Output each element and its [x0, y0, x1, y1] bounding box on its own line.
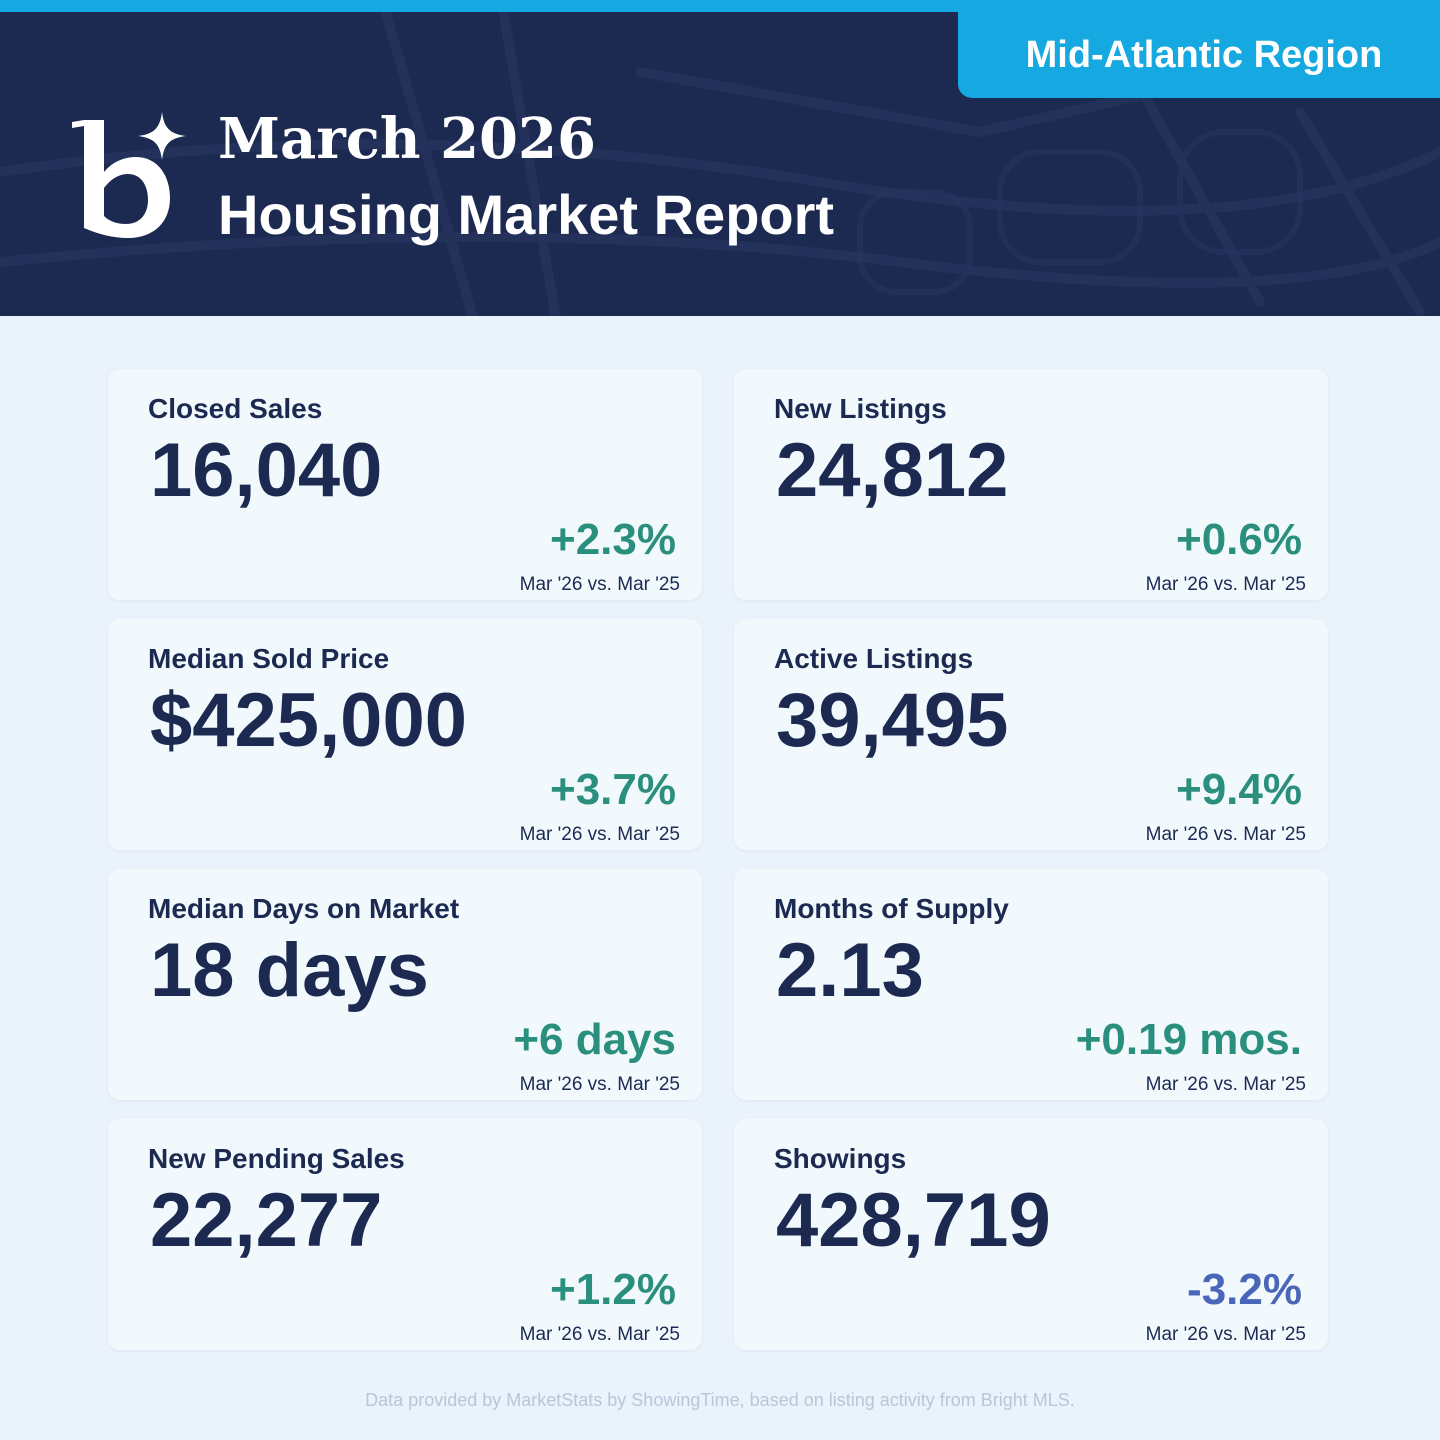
- metric-value: $425,000: [150, 678, 467, 763]
- metric-card-median-days-on-market: Median Days on Market 18 days +6 days Ma…: [108, 869, 702, 1100]
- metric-comparison-period: Mar '26 vs. Mar '25: [1145, 824, 1306, 845]
- metric-label: Showings: [774, 1143, 907, 1174]
- metric-comparison-period: Mar '26 vs. Mar '25: [1145, 1324, 1306, 1345]
- metric-comparison-period: Mar '26 vs. Mar '25: [519, 1324, 680, 1345]
- metric-card-new-pending-sales: New Pending Sales 22,277 +1.2% Mar '26 v…: [108, 1119, 702, 1350]
- metric-card-showings: Showings 428,719 -3.2% Mar '26 vs. Mar '…: [734, 1119, 1328, 1350]
- data-source-footnote: Data provided by MarketStats by ShowingT…: [365, 1390, 1075, 1410]
- metric-comparison-period: Mar '26 vs. Mar '25: [1145, 1074, 1306, 1095]
- metric-comparison-period: Mar '26 vs. Mar '25: [519, 1074, 680, 1095]
- metric-comparison-period: Mar '26 vs. Mar '25: [519, 574, 680, 595]
- metric-card-closed-sales: Closed Sales 16,040 +2.3% Mar '26 vs. Ma…: [108, 369, 702, 600]
- top-accent-stripe: [0, 0, 1440, 12]
- metric-card-active-listings: Active Listings 39,495 +9.4% Mar '26 vs.…: [734, 619, 1328, 850]
- metric-value: 428,719: [776, 1178, 1051, 1263]
- metric-change: +0.6%: [1176, 515, 1302, 564]
- metric-change: +1.2%: [550, 1265, 676, 1314]
- metric-comparison-period: Mar '26 vs. Mar '25: [519, 824, 680, 845]
- metrics-grid: Closed Sales 16,040 +2.3% Mar '26 vs. Ma…: [108, 369, 1328, 1350]
- metric-value: 39,495: [776, 678, 1009, 763]
- report-title: Housing Market Report: [218, 183, 835, 246]
- metric-value: 22,277: [150, 1178, 383, 1263]
- metric-label: New Listings: [774, 393, 947, 424]
- metric-change: -3.2%: [1187, 1265, 1302, 1314]
- metric-card-median-sold-price: Median Sold Price $425,000 +3.7% Mar '26…: [108, 619, 702, 850]
- metric-change: +9.4%: [1176, 765, 1302, 814]
- metric-change: +0.19 mos.: [1075, 1015, 1302, 1064]
- metric-card-new-listings: New Listings 24,812 +0.6% Mar '26 vs. Ma…: [734, 369, 1328, 600]
- brand-logo: [72, 112, 186, 238]
- metric-comparison-period: Mar '26 vs. Mar '25: [1145, 574, 1306, 595]
- metric-change: +3.7%: [550, 765, 676, 814]
- metric-change: +2.3%: [550, 515, 676, 564]
- metric-label: New Pending Sales: [148, 1143, 405, 1174]
- region-badge: Mid-Atlantic Region: [958, 12, 1440, 98]
- metric-change: +6 days: [513, 1015, 676, 1064]
- report-header: March 2026 Housing Market Report Mid-Atl…: [0, 12, 1440, 316]
- metric-label: Closed Sales: [148, 393, 323, 424]
- report-title-month: March 2026: [218, 106, 596, 172]
- metric-value: 24,812: [776, 428, 1009, 513]
- metric-label: Median Days on Market: [148, 893, 460, 924]
- metric-label: Active Listings: [774, 643, 974, 674]
- metric-label: Months of Supply: [774, 893, 1009, 924]
- metric-value: 2.13: [776, 928, 924, 1013]
- metric-value: 16,040: [150, 428, 383, 513]
- metric-value: 18 days: [150, 928, 429, 1013]
- metric-label: Median Sold Price: [148, 643, 390, 674]
- metric-card-months-of-supply: Months of Supply 2.13 +0.19 mos. Mar '26…: [734, 869, 1328, 1100]
